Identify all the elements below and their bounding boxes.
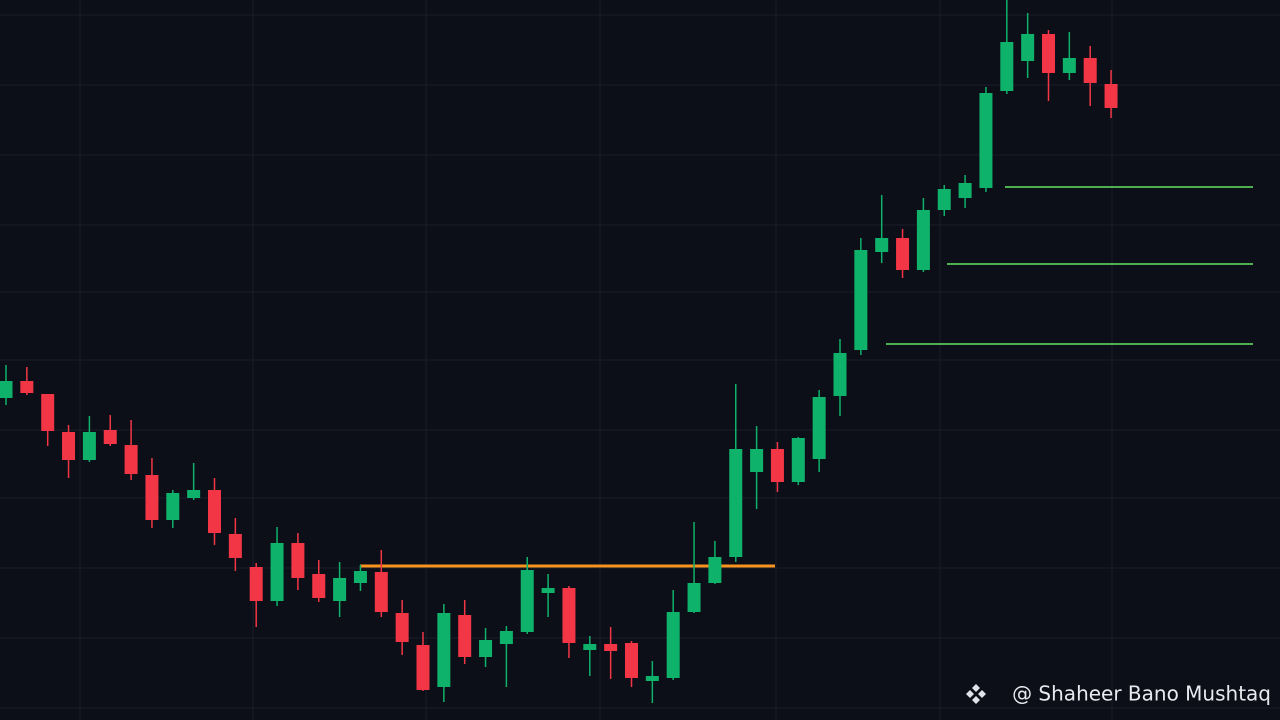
candle-body xyxy=(270,543,284,601)
candle-body xyxy=(854,250,868,350)
candle-body xyxy=(666,612,680,678)
watermark-icon xyxy=(966,684,986,704)
candle-body xyxy=(0,381,13,398)
candle-body xyxy=(1104,84,1118,108)
candle-body xyxy=(812,397,826,459)
candle-body xyxy=(1042,34,1055,73)
candle-body xyxy=(729,449,743,557)
candle-body xyxy=(1000,42,1014,91)
candle-body xyxy=(353,571,367,583)
candles xyxy=(0,0,1253,703)
candle-body xyxy=(750,449,764,472)
candle-body xyxy=(979,93,993,188)
candle-body xyxy=(103,430,117,444)
candle-body xyxy=(187,490,201,498)
candle-body xyxy=(875,238,889,252)
candle-body xyxy=(145,475,159,520)
candle-body xyxy=(1062,58,1076,73)
candle-body xyxy=(896,238,910,270)
candle-body xyxy=(312,574,326,598)
candle-body xyxy=(249,567,263,601)
candle-body xyxy=(645,676,659,681)
candle-body xyxy=(625,643,638,678)
candle-body xyxy=(82,432,96,460)
candle-body xyxy=(124,445,138,474)
candle-body xyxy=(958,183,972,198)
candle-body xyxy=(562,588,576,643)
candle-body xyxy=(1083,58,1097,83)
candle-body xyxy=(499,631,513,644)
candle-body xyxy=(833,353,847,396)
watermark: @ Shaheer Bano Mushtaq xyxy=(1012,682,1271,706)
candle-body xyxy=(208,490,221,533)
candle-body xyxy=(479,640,493,657)
candle-body xyxy=(416,645,430,690)
candle-body xyxy=(604,644,618,651)
candle-body xyxy=(541,588,555,593)
candle-body xyxy=(916,210,930,270)
candle-body xyxy=(62,432,76,460)
candle-body xyxy=(333,578,347,601)
candle-body xyxy=(374,572,388,612)
candle-body xyxy=(395,613,409,642)
candle-body xyxy=(291,543,305,578)
candle-body xyxy=(166,493,180,520)
candle-body xyxy=(937,189,951,210)
candle-body xyxy=(583,644,597,650)
candle-body xyxy=(1021,34,1035,61)
candle-body xyxy=(20,381,34,393)
candle-body xyxy=(520,570,534,632)
candle-body xyxy=(708,557,722,583)
candle-body xyxy=(791,438,805,482)
candle-body xyxy=(770,449,784,482)
candle-body xyxy=(687,583,701,612)
candle-body xyxy=(437,613,451,687)
candle-body xyxy=(41,394,55,431)
candle-body xyxy=(228,534,242,558)
candle-body xyxy=(458,615,472,657)
